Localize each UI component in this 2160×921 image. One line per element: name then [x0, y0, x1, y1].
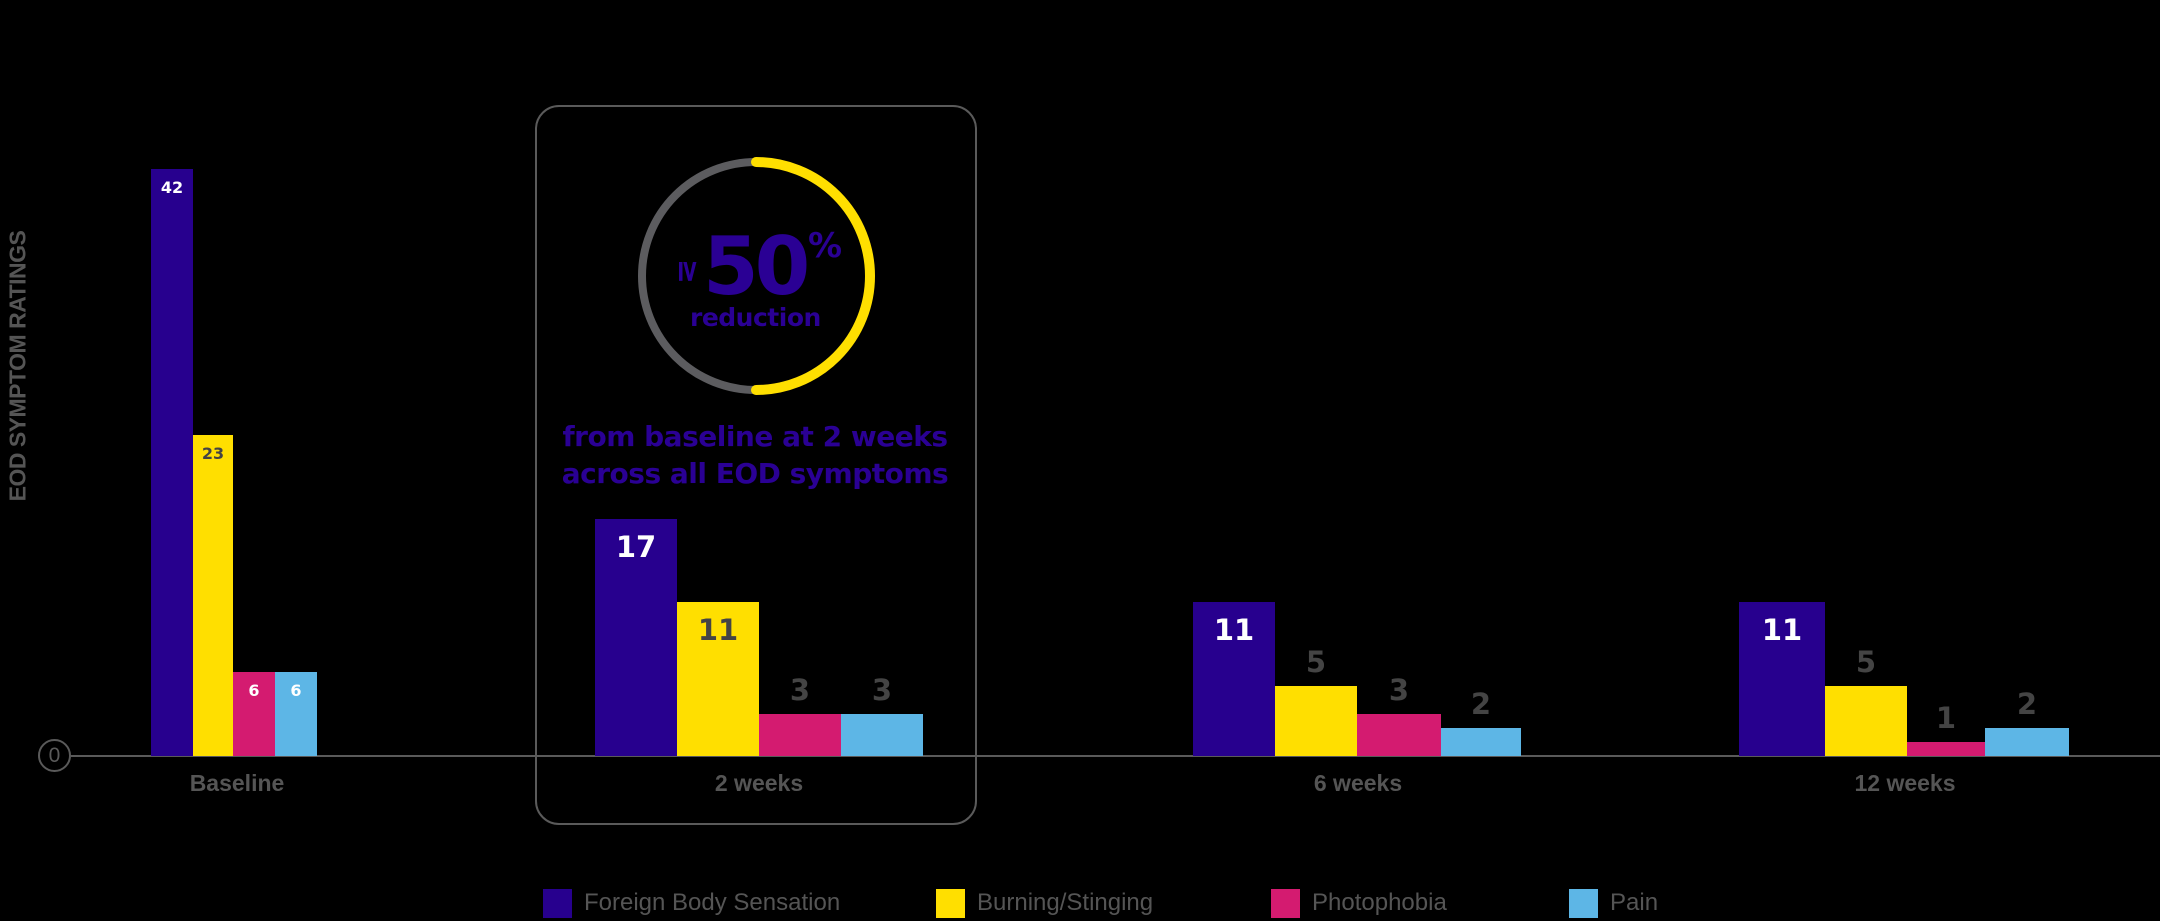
highlight-box-2-weeks [535, 105, 977, 825]
bar-photophobia-12-weeks [1907, 742, 1985, 756]
bar-foreign-body-sensation-12-weeks [1739, 602, 1825, 756]
legend-item-pain: Pain [1569, 889, 1658, 921]
headline-value: 50 [703, 220, 810, 313]
legend-swatch [1271, 889, 1300, 918]
legend-label: Burning/Stinging [977, 889, 1154, 916]
value-label: 11 [1213, 613, 1255, 647]
legend-swatch [936, 889, 965, 918]
headline-sub: reduction [690, 303, 821, 332]
callout-text: from baseline at 2 weeks across all EOD … [535, 418, 975, 492]
value-label: 2 [2016, 687, 2038, 721]
callout-line-1: from baseline at 2 weeks [562, 420, 948, 453]
bar-pain-2-weeks [841, 714, 923, 756]
value-label: 5 [1855, 645, 1877, 679]
bar-foreign-body-sensation-baseline [151, 169, 193, 756]
category-label-baseline: Baseline [189, 770, 285, 796]
x-axis-line [71, 755, 2160, 757]
category-label-2-weeks: 2 weeks [714, 770, 804, 796]
bar-foreign-body-sensation-6-weeks [1193, 602, 1275, 756]
legend-swatch [1569, 889, 1598, 918]
legend-label: Pain [1610, 889, 1659, 916]
legend-item-burning-stinging: Burning/Stinging [936, 889, 1153, 921]
value-label: 3 [1388, 673, 1410, 707]
value-label: 3 [789, 673, 811, 707]
bar-photophobia-baseline [233, 672, 275, 756]
bar-pain-12-weeks [1985, 728, 2069, 756]
value-label: 5 [1305, 645, 1327, 679]
value-label: 2 [1470, 687, 1492, 721]
bar-photophobia-2-weeks [759, 714, 841, 756]
headline-percent: % [808, 226, 843, 266]
bar-pain-baseline [275, 672, 317, 756]
reduction-ring-icon [638, 157, 875, 395]
value-label: 17 [615, 530, 657, 564]
y-axis-zero-marker: 0 [38, 739, 71, 772]
value-label: 23 [201, 444, 225, 463]
bar-photophobia-6-weeks [1357, 714, 1441, 756]
value-label: 3 [871, 673, 893, 707]
bar-foreign-body-sensation-2-weeks [595, 519, 677, 756]
bar-pain-6-weeks [1441, 728, 1521, 756]
value-label: 42 [160, 178, 184, 197]
category-label-12-weeks: 12 weeks [1854, 770, 1956, 796]
bar-burning-stinging-6-weeks [1275, 686, 1357, 756]
legend-item-photophobia: Photophobia [1271, 889, 1447, 921]
legend-item-foreign-body-sensation: Foreign Body Sensation [543, 889, 840, 921]
value-label: 1 [1935, 701, 1957, 735]
category-label-6-weeks: 6 weeks [1313, 770, 1403, 796]
value-label: 11 [697, 613, 739, 647]
bar-burning-stinging-2-weeks [677, 602, 759, 756]
value-label: 6 [248, 681, 260, 700]
value-label: 11 [1761, 613, 1803, 647]
legend-label: Foreign Body Sensation [584, 889, 841, 916]
value-label: 6 [290, 681, 302, 700]
bar-burning-stinging-baseline [193, 435, 233, 756]
greater-equal-icon: ≥ [671, 258, 707, 285]
callout-line-2: across all EOD symptoms [561, 457, 949, 490]
bar-burning-stinging-12-weeks [1825, 686, 1907, 756]
legend-swatch [543, 889, 572, 918]
y-axis-label: EOD SYMPTOM RATINGS [4, 230, 31, 502]
legend-label: Photophobia [1312, 889, 1447, 916]
